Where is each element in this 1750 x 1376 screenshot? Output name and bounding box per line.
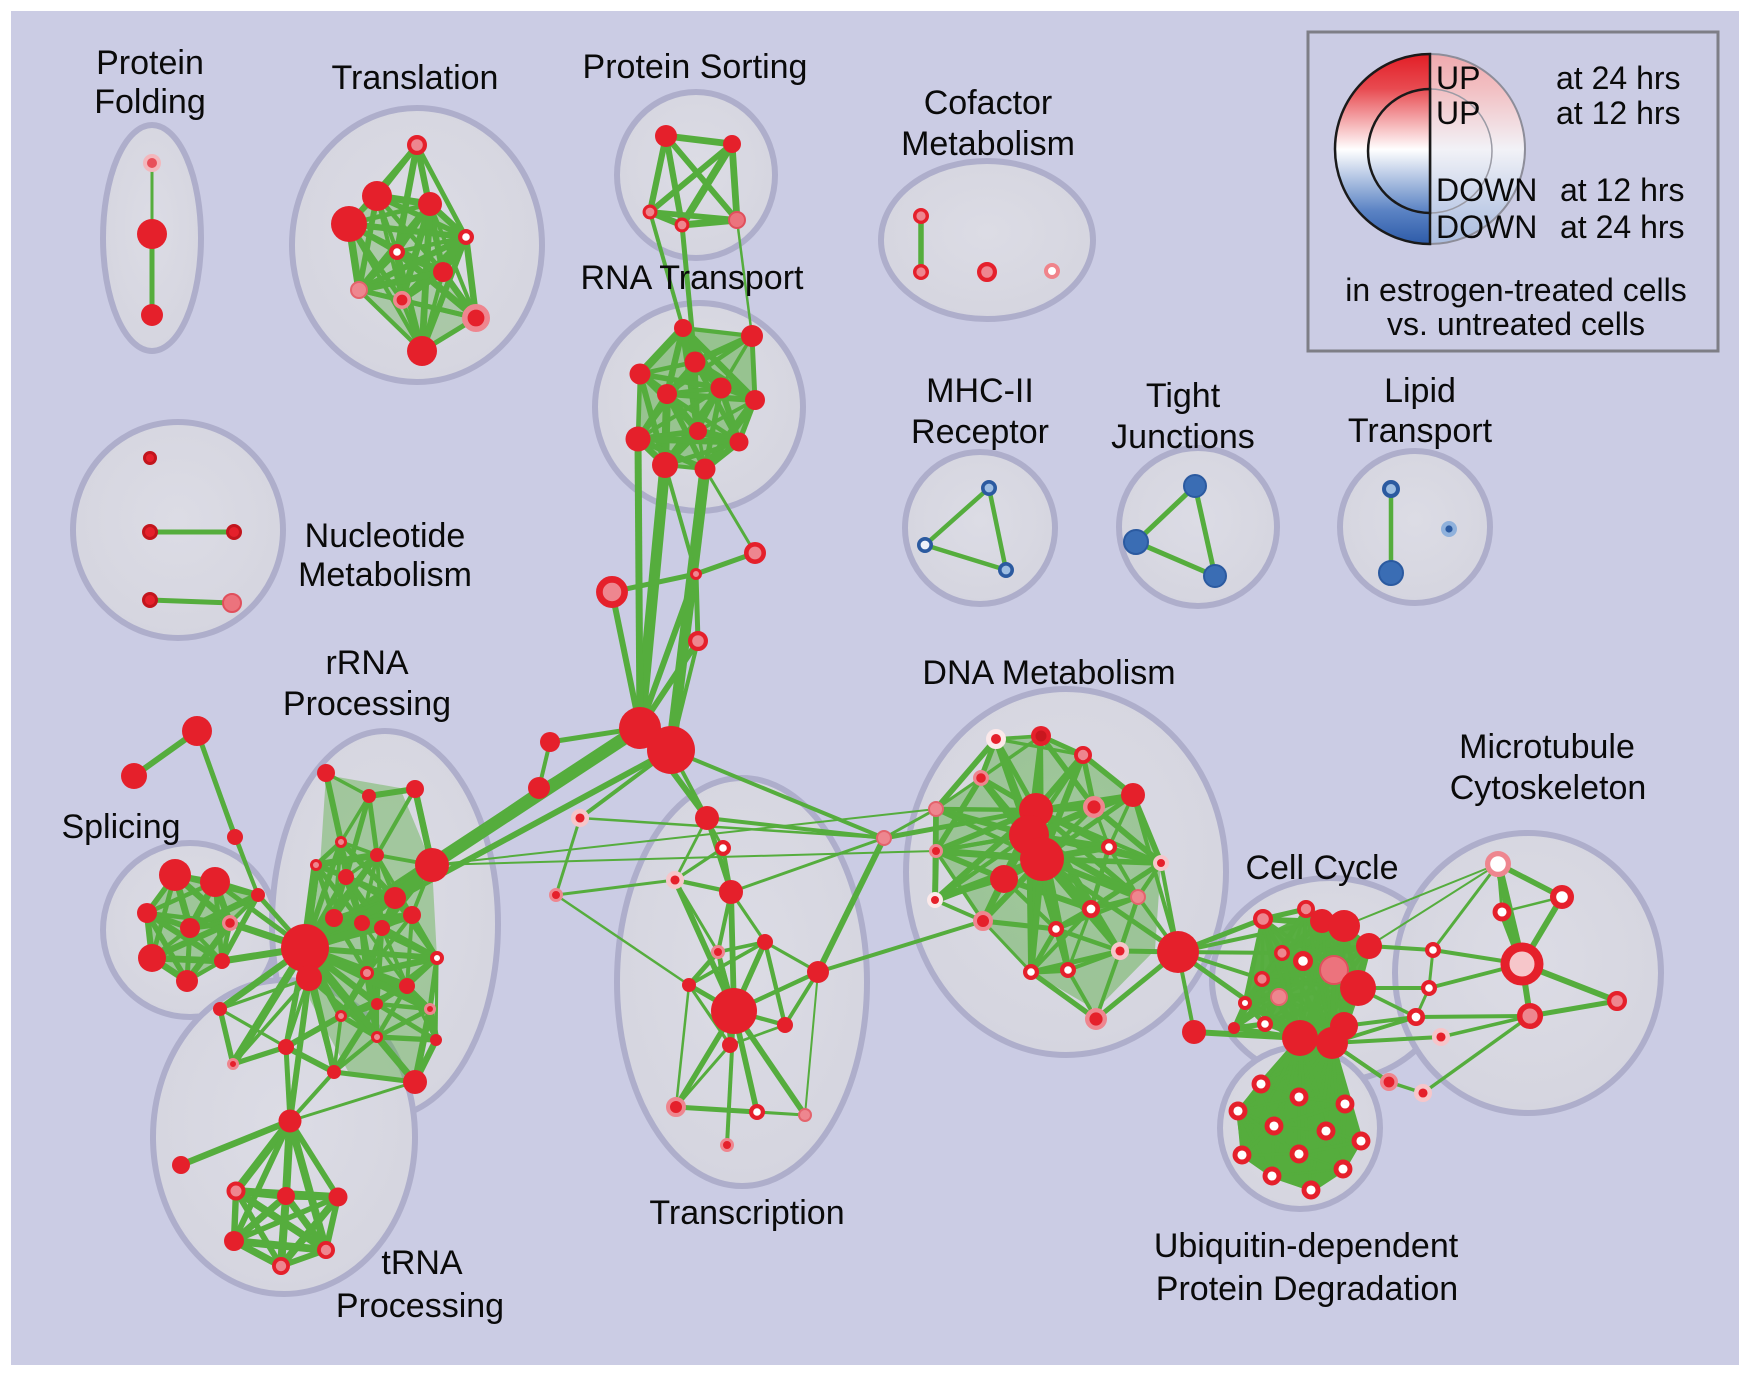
svg-text:DNA Metabolism: DNA Metabolism — [922, 654, 1175, 692]
svg-text:UP: UP — [1436, 95, 1480, 131]
svg-text:at 12 hrs: at 12 hrs — [1560, 172, 1685, 208]
svg-text:Lipid: Lipid — [1384, 372, 1456, 410]
svg-text:at 12 hrs: at 12 hrs — [1556, 95, 1681, 131]
svg-text:in estrogen-treated cells: in estrogen-treated cells — [1345, 272, 1687, 308]
svg-text:Cofactor: Cofactor — [924, 84, 1053, 122]
svg-text:Protein: Protein — [96, 44, 204, 82]
svg-text:UP: UP — [1436, 60, 1480, 96]
svg-text:Cell Cycle: Cell Cycle — [1245, 849, 1398, 887]
svg-text:Cytoskeleton: Cytoskeleton — [1450, 769, 1647, 807]
svg-text:tRNA: tRNA — [381, 1244, 463, 1282]
svg-text:Protein Degradation: Protein Degradation — [1156, 1270, 1458, 1308]
svg-text:Splicing: Splicing — [61, 808, 180, 846]
svg-text:DOWN: DOWN — [1436, 172, 1537, 208]
svg-text:at 24 hrs: at 24 hrs — [1556, 60, 1681, 96]
svg-text:Processing: Processing — [283, 685, 451, 723]
svg-text:Transcription: Transcription — [649, 1194, 844, 1232]
svg-text:Protein Sorting: Protein Sorting — [583, 48, 808, 86]
svg-text:Transport: Transport — [1348, 412, 1493, 450]
svg-text:Ubiquitin-dependent: Ubiquitin-dependent — [1154, 1227, 1459, 1265]
svg-text:vs. untreated cells: vs. untreated cells — [1387, 306, 1645, 342]
svg-text:Folding: Folding — [94, 83, 206, 121]
svg-text:Processing: Processing — [336, 1287, 504, 1325]
svg-text:Receptor: Receptor — [911, 413, 1049, 451]
svg-text:Tight: Tight — [1146, 377, 1221, 415]
svg-text:RNA Transport: RNA Transport — [581, 259, 805, 297]
svg-text:Microtubule: Microtubule — [1459, 728, 1635, 766]
svg-text:Translation: Translation — [332, 59, 499, 97]
svg-text:Nucleotide: Nucleotide — [305, 517, 466, 555]
svg-text:MHC-II: MHC-II — [926, 372, 1034, 410]
svg-text:Metabolism: Metabolism — [298, 556, 472, 594]
svg-text:at 24 hrs: at 24 hrs — [1560, 209, 1685, 245]
svg-text:Junctions: Junctions — [1111, 418, 1255, 456]
svg-text:DOWN: DOWN — [1436, 209, 1537, 245]
svg-text:Metabolism: Metabolism — [901, 125, 1075, 163]
svg-text:rRNA: rRNA — [325, 644, 408, 682]
